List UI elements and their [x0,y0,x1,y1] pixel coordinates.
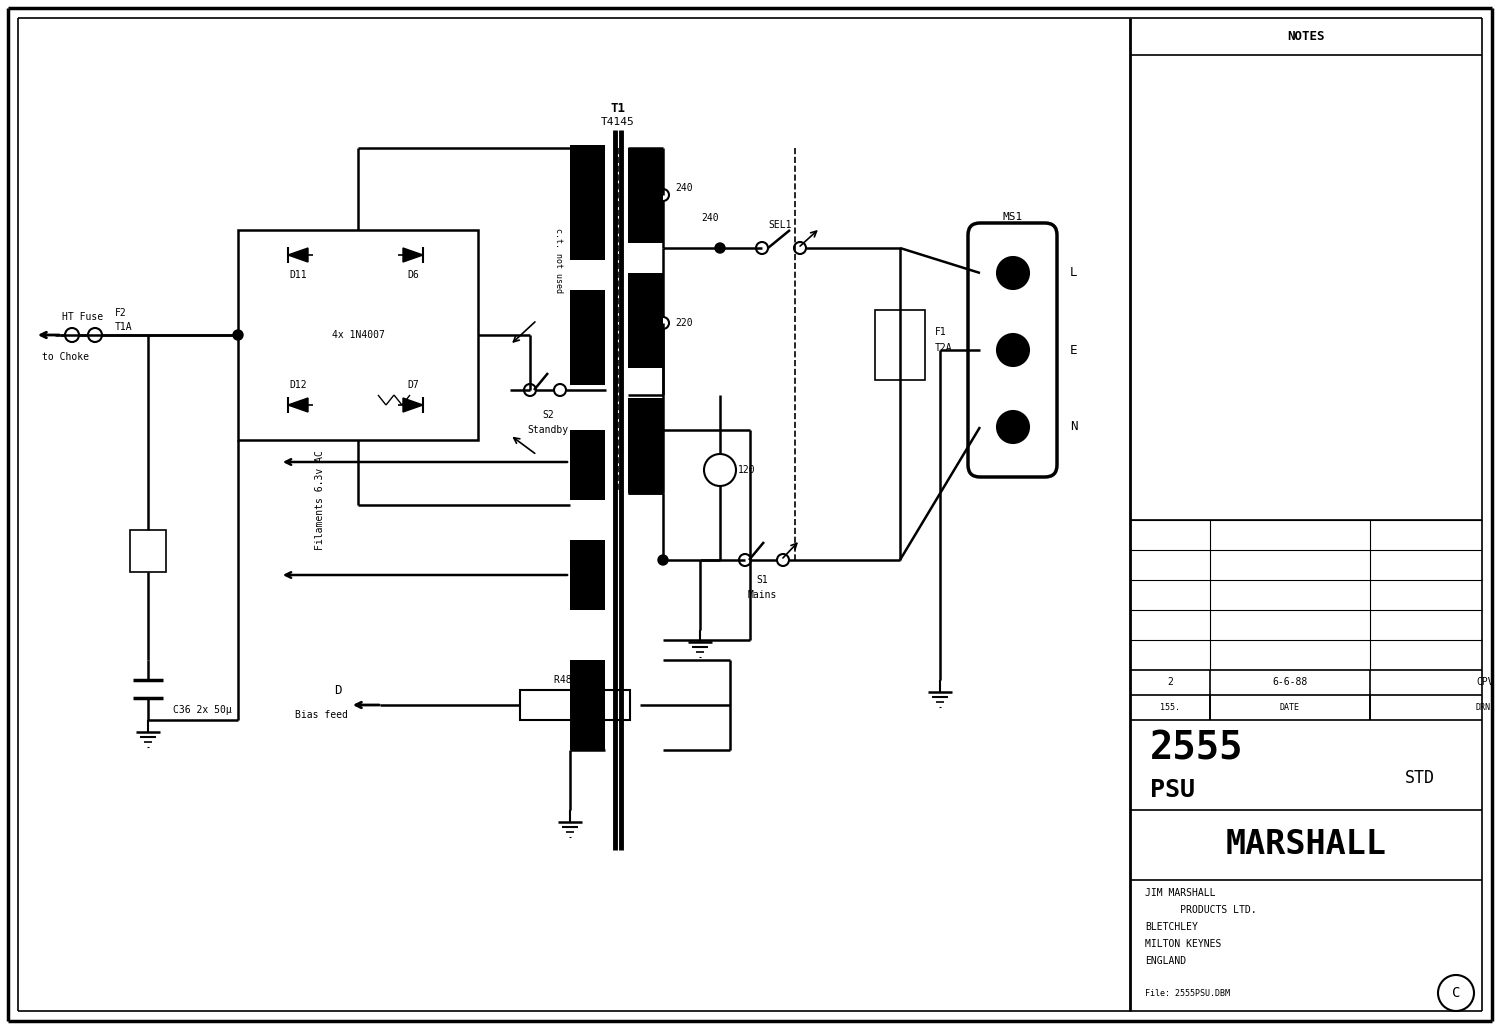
Text: S1: S1 [756,575,768,586]
Text: D12: D12 [290,380,308,390]
Text: E: E [1070,344,1077,356]
Text: HT Fuse: HT Fuse [63,312,104,322]
Text: SEL1: SEL1 [768,220,792,230]
Text: 4x 1N4007: 4x 1N4007 [332,330,384,340]
Bar [570,145,604,260]
Text: C: C [1452,986,1460,1000]
Bar [570,540,604,610]
Text: PSU: PSU [1150,778,1196,802]
Circle shape [998,411,1029,443]
Text: T1: T1 [610,102,626,114]
Bar [130,530,166,572]
Text: F2: F2 [116,308,126,318]
Text: L: L [1070,267,1077,280]
Bar [520,690,630,720]
Text: PRODUCTS LTD.: PRODUCTS LTD. [1144,904,1257,915]
Polygon shape [288,398,308,412]
Text: File: 2555PSU.DBM: File: 2555PSU.DBM [1144,990,1230,998]
Circle shape [716,243,724,253]
Text: T1A: T1A [116,322,132,332]
Text: BLETCHLEY: BLETCHLEY [1144,922,1198,932]
Text: T4145: T4145 [602,117,634,127]
Text: T2A: T2A [934,343,952,353]
Bar [570,430,604,500]
Bar [628,148,663,243]
Text: MS1: MS1 [1004,212,1023,222]
Polygon shape [404,398,423,412]
Text: 2: 2 [1167,677,1173,687]
Text: 2555: 2555 [1150,729,1244,767]
Bar [238,230,478,440]
Circle shape [658,555,668,565]
Text: c.t. not used: c.t. not used [554,227,562,292]
Text: D: D [334,683,342,697]
Bar [628,273,663,368]
Polygon shape [288,248,308,262]
Text: MILTON KEYNES: MILTON KEYNES [1144,939,1221,949]
Text: N: N [1070,421,1077,433]
Text: 6-6-88: 6-6-88 [1272,677,1308,687]
Text: JIM MARSHALL: JIM MARSHALL [1144,888,1215,898]
Text: D7: D7 [406,380,418,390]
Circle shape [998,257,1029,289]
Text: DRN.: DRN. [1474,703,1496,711]
Text: R48 27k: R48 27k [555,675,596,685]
Text: STD: STD [1406,769,1435,787]
Circle shape [998,334,1029,366]
Bar [570,660,604,750]
Text: ENGLAND: ENGLAND [1144,956,1186,966]
Text: F1: F1 [934,327,946,338]
Text: 120: 120 [738,465,756,475]
Text: MARSHALL: MARSHALL [1226,828,1386,861]
Text: to Choke: to Choke [42,352,88,362]
Bar [874,310,926,380]
Text: CPV: CPV [1476,677,1494,687]
Text: C36 2x 50μ: C36 2x 50μ [172,705,231,715]
Text: D6: D6 [406,270,418,280]
Polygon shape [404,248,423,262]
Text: 240: 240 [675,183,693,193]
Text: D11: D11 [290,270,308,280]
Text: 240: 240 [700,213,718,223]
Circle shape [232,330,243,340]
Text: Standby: Standby [528,425,568,435]
Text: Bias feed: Bias feed [296,710,348,720]
Text: 220: 220 [675,318,693,328]
Bar [570,290,604,385]
Text: Filaments 6.3v AC: Filaments 6.3v AC [315,450,326,549]
Text: NOTES: NOTES [1287,30,1324,42]
Text: 155.: 155. [1160,703,1180,711]
Text: DATE: DATE [1280,703,1300,711]
Text: S2: S2 [542,410,554,420]
Text: Mains: Mains [747,590,777,600]
Bar [628,398,663,493]
